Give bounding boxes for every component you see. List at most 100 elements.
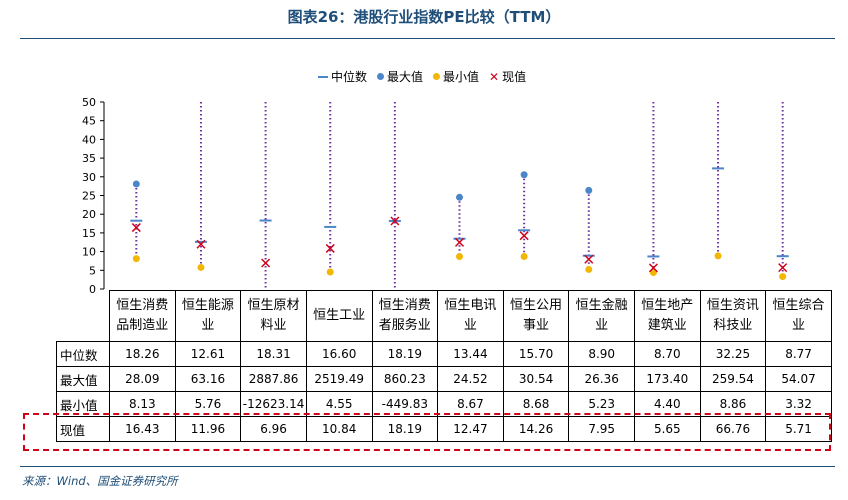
row-label: 中位数: [56, 341, 110, 367]
y-tick-label: 15: [82, 227, 96, 240]
table-cell: 5.65: [634, 416, 701, 442]
y-tick-label: 0: [89, 283, 96, 296]
table-cell: 12.61: [174, 341, 242, 367]
category-header: 恒生金融业: [568, 290, 635, 342]
current-mark: [261, 258, 271, 268]
table-cell: 32.25: [699, 341, 767, 367]
table-cell: 6.96: [240, 416, 307, 442]
min-point: [649, 269, 657, 277]
legend-item-median: 中位数: [318, 68, 367, 85]
legend-current-marker: ✕: [489, 69, 500, 84]
title-divider: [20, 38, 835, 39]
legend-median-marker: [318, 75, 328, 78]
current-mark: [519, 231, 529, 241]
table-cell: 18.31: [240, 341, 307, 367]
min-point: [714, 252, 722, 260]
current-mark: [196, 239, 206, 249]
table-cell: 2519.49: [305, 366, 373, 392]
table-cell: 28.09: [109, 366, 176, 392]
current-mark: [648, 263, 658, 273]
table-cell: 24.52: [437, 366, 504, 392]
table-row: 中位数 18.26 12.61 18.31 16.60 18.19 13.44 15.70 8.…: [56, 341, 832, 367]
table-row: 最大值 28.09 63.16 2887.86 2519.49 860.23 24.52 30…: [56, 366, 832, 392]
table-cell: 8.70: [634, 341, 701, 367]
category-header: 恒生消费 品制造业: [109, 290, 176, 342]
category-header: 恒生工业: [305, 290, 373, 342]
table-cell: 259.54: [699, 366, 767, 392]
table-cell: 18.19: [371, 416, 439, 442]
row-label: 最小值: [56, 391, 110, 417]
legend-min-label: 最小值: [443, 70, 480, 84]
table-cell: 12.47: [437, 416, 504, 442]
table-cell: 11.96: [174, 416, 242, 442]
legend-median-label: 中位数: [331, 70, 368, 84]
category-header: 恒生能源业: [174, 290, 242, 342]
table-cell: 860.23: [371, 366, 439, 392]
table-cell: 10.84: [305, 416, 373, 442]
category-header: 恒生资讯 科技业: [699, 290, 767, 342]
current-mark: [390, 216, 400, 226]
y-tick-label: 30: [82, 171, 96, 184]
table-cell: 5.71: [765, 416, 832, 442]
y-tick-label: 50: [82, 96, 96, 109]
footer-divider: [20, 466, 835, 467]
legend-max-label: 最大值: [387, 70, 424, 84]
category-header: 恒生地产 建筑业: [634, 290, 701, 342]
legend: 中位数 最大值 最小值 ✕ 现值: [318, 68, 526, 85]
table-row: 最小值 8.13 5.76 -12623.14 4.55 -449.83 8.67 8.68 5…: [56, 391, 832, 417]
table-cell: 5.23: [568, 391, 635, 417]
current-mark: [584, 254, 594, 264]
table-cell: 7.95: [568, 416, 635, 442]
category-header: 恒生综合业: [765, 290, 832, 342]
table-cell: 8.90: [568, 341, 635, 367]
min-point: [326, 268, 334, 276]
y-tick-label: 40: [82, 133, 96, 146]
table-cell: 18.26: [109, 341, 176, 367]
legend-item-current: ✕ 现值: [489, 68, 526, 85]
table-header-row: 恒生消费 品制造业 恒生能源业恒生原材 料业 恒生工业 恒生消费 者服务业 恒生电讯业恒生公用…: [56, 290, 832, 342]
row-label: 最大值: [56, 366, 110, 392]
legend-min-marker: [433, 73, 441, 80]
min-point: [456, 253, 463, 261]
table-row: 现值 16.43 11.96 6.96 10.84 18.19 12.47 14.26 7.95…: [56, 416, 832, 442]
max-point: [132, 180, 140, 188]
min-point: [132, 255, 140, 263]
min-point: [197, 263, 205, 271]
table-cell: 8.68: [502, 391, 570, 417]
table-cell: 13.44: [437, 341, 504, 367]
current-value-highlight: [23, 413, 831, 451]
source-note: 来源：Wind、国金证券研究所: [22, 474, 178, 488]
y-tick-label: 35: [82, 152, 96, 165]
table-cell: 14.26: [502, 416, 570, 442]
legend-current-label: 现值: [502, 70, 527, 84]
table-cell: 66.76: [699, 416, 767, 442]
table-corner: [56, 290, 110, 342]
category-header: 恒生原材 料业: [240, 290, 307, 342]
table-cell: -449.83: [371, 391, 439, 417]
legend-item-max: 最大值: [377, 68, 423, 85]
table-cell: 2887.86: [240, 366, 307, 392]
table-cell: 15.70: [502, 341, 570, 367]
table-cell: 4.55: [305, 391, 373, 417]
y-tick-label: 5: [89, 264, 96, 277]
category-header: 恒生公用 事业: [502, 290, 570, 342]
legend-max-marker: [377, 73, 385, 80]
min-point: [779, 273, 787, 281]
current-mark: [778, 263, 788, 273]
current-mark: [131, 223, 141, 233]
table-cell: 18.19: [371, 341, 439, 367]
category-header: 恒生电讯业: [437, 290, 504, 342]
current-mark: [454, 237, 465, 247]
y-tick-label: 45: [82, 115, 96, 128]
table-cell: 8.13: [109, 391, 176, 417]
category-header: 恒生消费 者服务业: [371, 290, 439, 342]
table-cell: 26.36: [568, 366, 635, 392]
min-point: [585, 265, 593, 273]
data-table: 恒生消费 品制造业 恒生能源业恒生原材 料业 恒生工业 恒生消费 者服务业 恒生电讯业恒生公用…: [56, 290, 832, 442]
table-cell: 30.54: [502, 366, 570, 392]
table-cell: 173.40: [634, 366, 701, 392]
chart-title: 图表26：港股行业指数PE比较（TTM）: [287, 8, 561, 26]
table-cell: 63.16: [174, 366, 242, 392]
legend-item-min: 最小值: [433, 68, 479, 85]
